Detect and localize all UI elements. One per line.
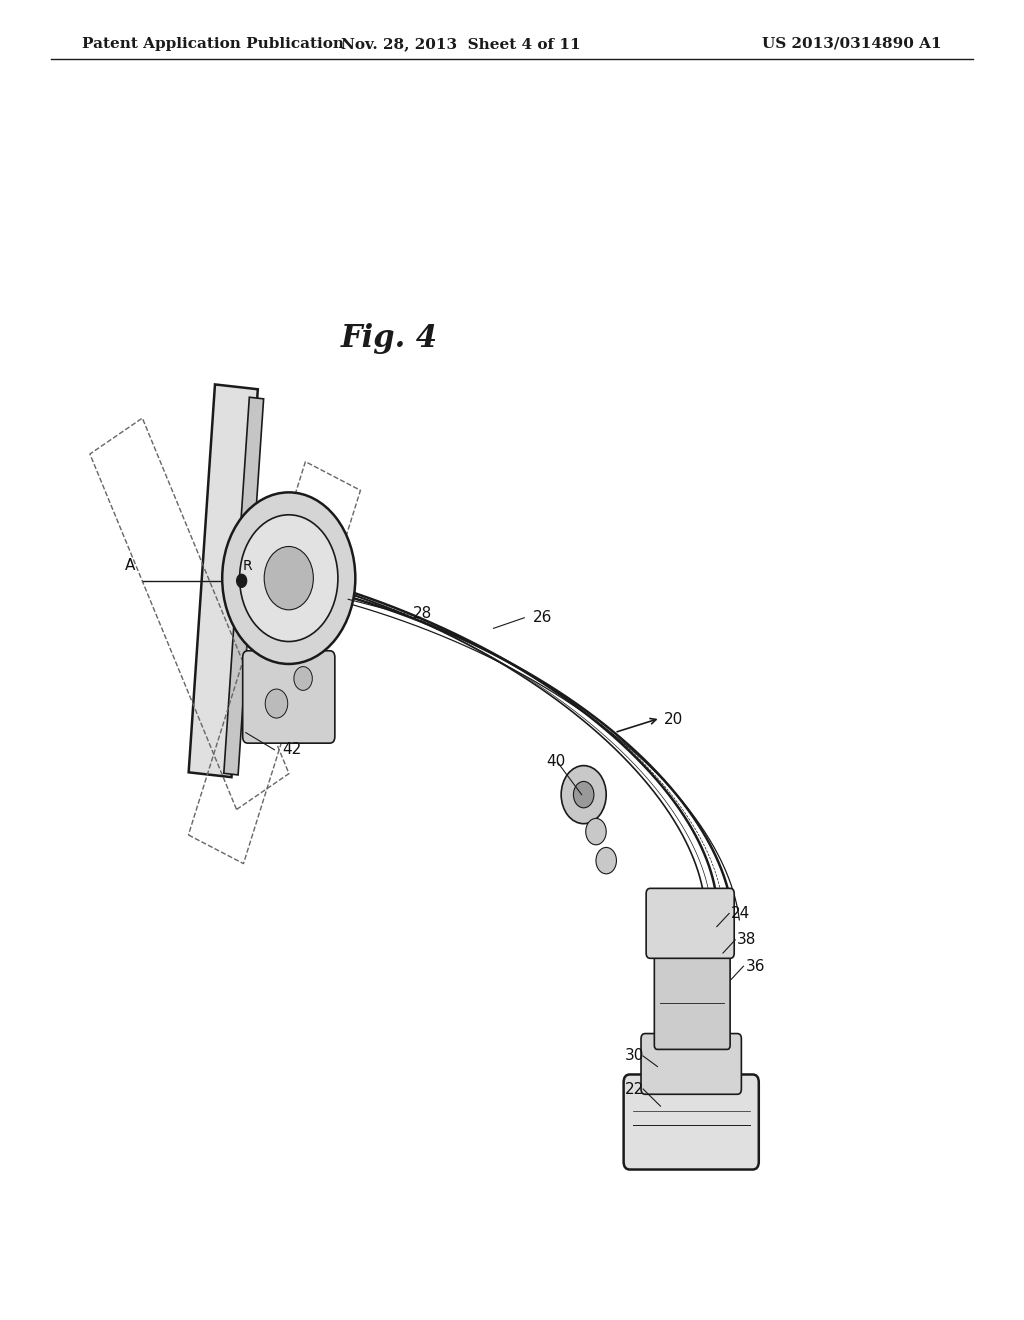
Bar	[188, 384, 258, 777]
Text: 30: 30	[625, 1048, 644, 1064]
FancyBboxPatch shape	[243, 651, 335, 743]
Circle shape	[265, 689, 288, 718]
FancyBboxPatch shape	[641, 1034, 741, 1094]
Text: 36: 36	[745, 958, 765, 974]
Text: R: R	[243, 558, 253, 573]
Text: 20: 20	[664, 711, 683, 727]
Circle shape	[222, 492, 355, 664]
Text: 24: 24	[731, 906, 751, 921]
Text: 38: 38	[737, 932, 757, 948]
Circle shape	[561, 766, 606, 824]
Text: 42: 42	[283, 742, 302, 758]
Circle shape	[294, 667, 312, 690]
Circle shape	[596, 847, 616, 874]
Circle shape	[240, 515, 338, 642]
FancyBboxPatch shape	[624, 1074, 759, 1170]
Text: 26: 26	[532, 610, 552, 626]
Circle shape	[264, 546, 313, 610]
Text: Fig. 4: Fig. 4	[341, 323, 437, 354]
Circle shape	[573, 781, 594, 808]
Text: 22: 22	[625, 1081, 644, 1097]
Text: 40: 40	[546, 754, 565, 770]
FancyBboxPatch shape	[654, 942, 730, 1049]
Circle shape	[586, 818, 606, 845]
Text: US 2013/0314890 A1: US 2013/0314890 A1	[763, 37, 942, 51]
Bar	[224, 397, 263, 775]
Text: Nov. 28, 2013  Sheet 4 of 11: Nov. 28, 2013 Sheet 4 of 11	[341, 37, 581, 51]
Text: Patent Application Publication: Patent Application Publication	[82, 37, 344, 51]
Circle shape	[237, 574, 247, 587]
Text: A: A	[125, 558, 135, 573]
FancyBboxPatch shape	[646, 888, 734, 958]
Text: 28: 28	[413, 606, 432, 622]
